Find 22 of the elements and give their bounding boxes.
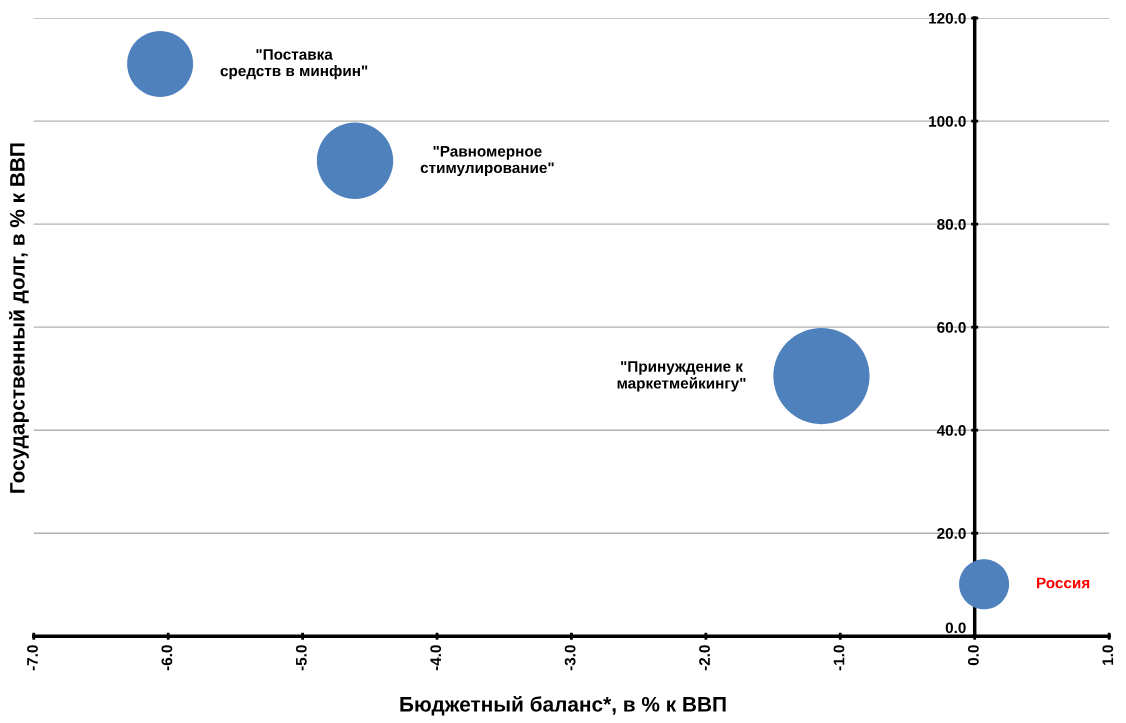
x-tick-label: -6.0 [161,645,173,671]
x-tick-label: -3.0 [564,645,576,671]
y-tick-label: 40.0 [936,425,966,436]
x-tick-label: -7.0 [27,645,38,671]
series-label: Россия [1037,577,1090,589]
y-tick-label: 80.0 [937,219,966,230]
y-tick-label: 20.0 [937,528,966,539]
series-label: "Поставка средств в минфин" [220,49,368,80]
x-tick-label: -4.0 [430,645,442,671]
series-label: "Равномерное стимулирование" [420,145,554,177]
x-tick-label: 1.0 [1102,645,1114,665]
x-tick-label: -5.0 [295,645,307,671]
series-label: "Принуждение к маркетмейкингу" [617,361,746,392]
y-tick-label: 100.0 [929,115,966,127]
y-tick-label: 0.0 [945,622,966,634]
y-tick-label: 120.0 [929,12,966,24]
x-tick-label: -1.0 [833,645,845,671]
x-tick-label: 0.0 [967,645,979,666]
y-tick-label: 60.0 [937,322,966,333]
y-axis-title: Государственный долг, в % к ВВП [9,143,29,493]
x-axis-title: Бюджетный баланс*, в % к ВВП [400,695,726,716]
x-tick-label: -2.0 [699,645,710,671]
